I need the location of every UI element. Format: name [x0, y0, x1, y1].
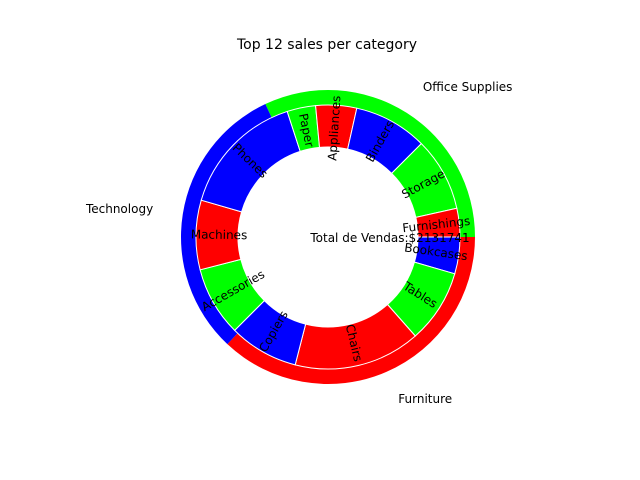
- outer-ring-labels: Furniture Technology Office Supplies: [85, 80, 512, 406]
- outer-label-technology: Technology: [85, 202, 153, 216]
- inner-label-machines: Machines: [191, 227, 248, 242]
- outer-label-office-supplies: Office Supplies: [423, 80, 513, 94]
- outer-slice-office-supplies: [265, 90, 475, 237]
- inner-ring: [195, 104, 461, 370]
- chart-title: Top 12 sales per category: [236, 37, 417, 53]
- outer-slice-technology: [181, 103, 272, 345]
- inner-label-paper: Paper: [296, 112, 317, 148]
- inner-slice-furnishings: [415, 207, 461, 238]
- outer-label-furniture: Furniture: [398, 392, 452, 406]
- outer-ring: [181, 90, 475, 384]
- outer-slice-furniture: [227, 237, 475, 384]
- inner-label-appliances: Appliances: [325, 95, 343, 161]
- center-total-label: Total de Vendas:$2131741: [309, 231, 469, 245]
